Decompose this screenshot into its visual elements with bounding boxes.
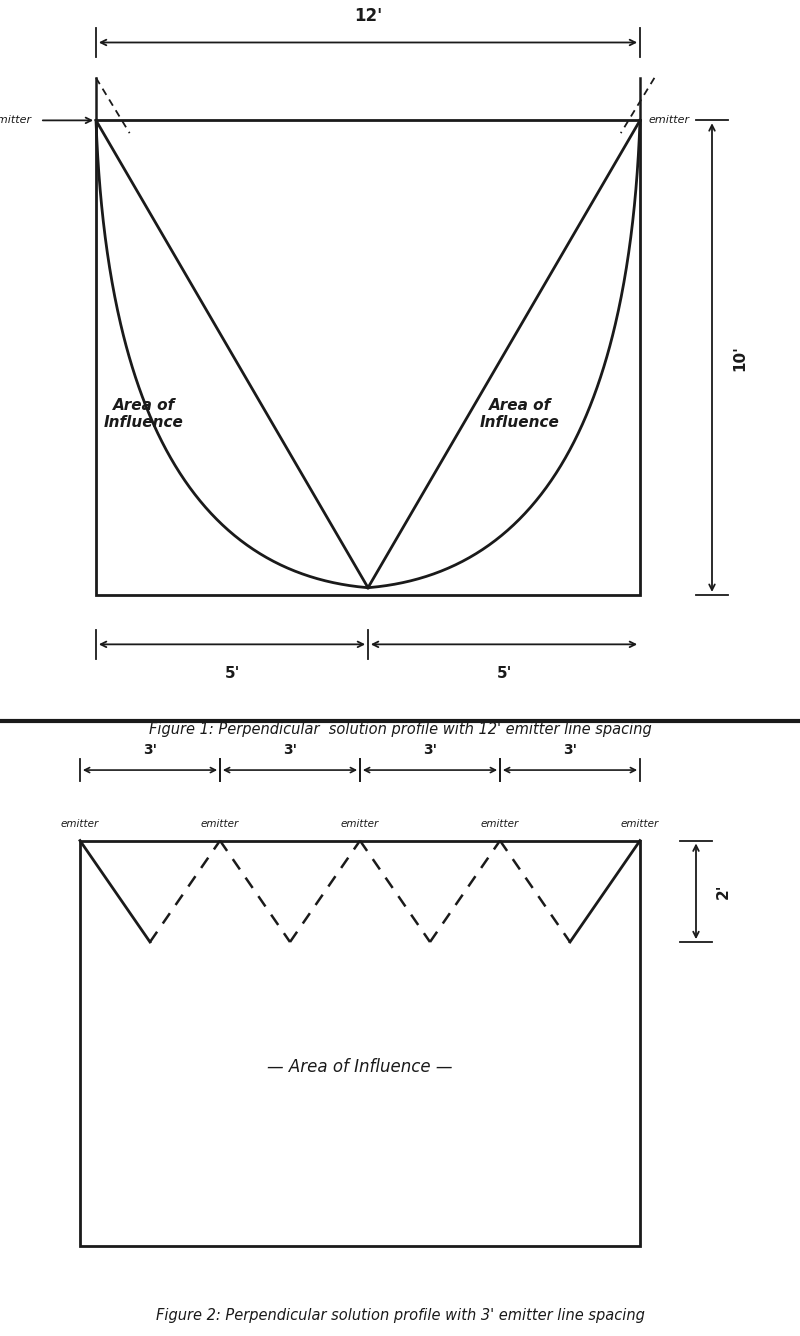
Text: 5': 5' (496, 665, 512, 680)
Text: 5': 5' (224, 665, 240, 680)
Text: 2': 2' (716, 883, 731, 899)
Text: emitter: emitter (201, 819, 239, 828)
Text: emitter: emitter (648, 115, 689, 126)
Text: Area of
Influence: Area of Influence (480, 398, 560, 430)
Text: emitter: emitter (61, 819, 99, 828)
Text: 3': 3' (283, 743, 297, 758)
Text: emitter: emitter (621, 819, 659, 828)
Text: emitter: emitter (341, 819, 379, 828)
Text: Area of
Influence: Area of Influence (104, 398, 184, 430)
Text: 12': 12' (354, 7, 382, 25)
Text: 3': 3' (423, 743, 437, 758)
Text: emitter: emitter (0, 115, 32, 126)
Text: 10': 10' (732, 345, 747, 370)
Text: emitter: emitter (481, 819, 519, 828)
Text: Figure 1: Perpendicular  solution profile with 12' emitter line spacing: Figure 1: Perpendicular solution profile… (149, 723, 651, 737)
Text: 3': 3' (563, 743, 577, 758)
Text: Figure 2: Perpendicular solution profile with 3' emitter line spacing: Figure 2: Perpendicular solution profile… (155, 1308, 645, 1323)
Text: — Area of Influence —: — Area of Influence — (267, 1058, 453, 1075)
Text: 3': 3' (143, 743, 157, 758)
